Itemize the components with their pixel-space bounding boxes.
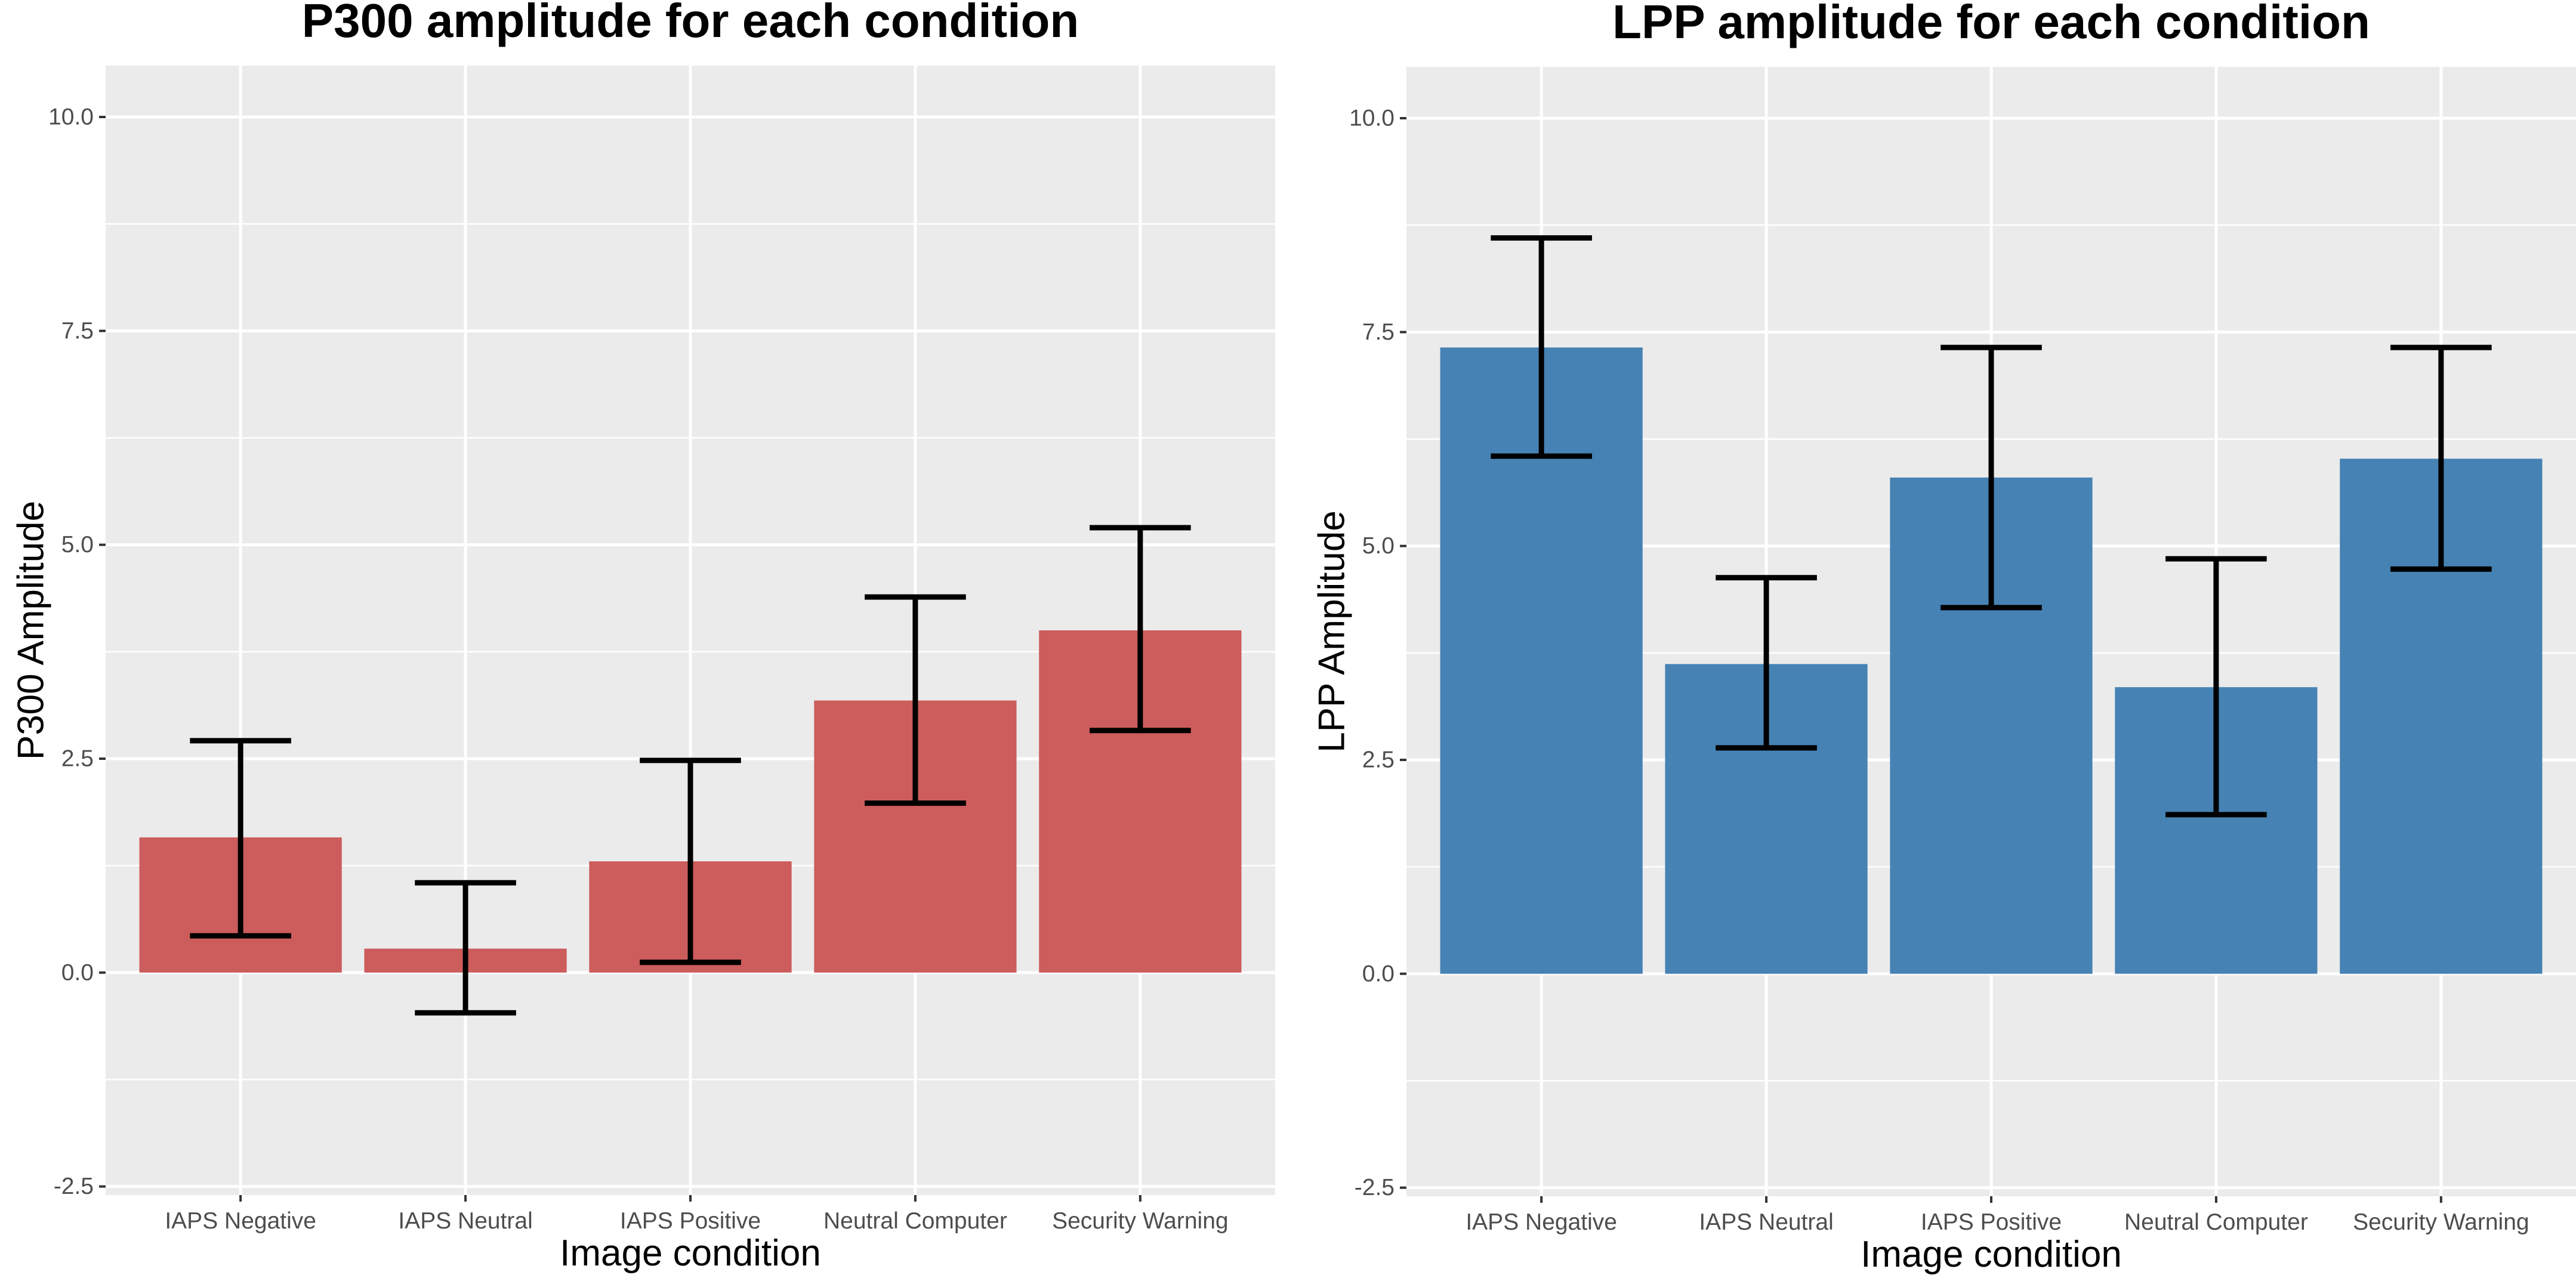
lpp-x-tick-label-security-warning: Security Warning: [2353, 1209, 2529, 1235]
p300-error-bar-iaps-negative: [190, 738, 291, 939]
p300-error-bar-neutral-computer: [865, 594, 966, 806]
lpp-y-tick-label: 5.0: [1362, 533, 1395, 559]
p300-error-bar-security-warning: [1090, 525, 1191, 734]
lpp-x-axis-title: Image condition: [1861, 1234, 2122, 1275]
p300-error-bar-iaps-positive: [640, 757, 741, 965]
p300-y-tick-label: 7.5: [61, 318, 94, 344]
lpp-y-tick-label: -2.5: [1355, 1175, 1395, 1200]
lpp-chart-title: LPP amplitude for each condition: [1612, 0, 2370, 48]
lpp-y-tick-label: 10.0: [1349, 106, 1395, 131]
lpp-x-tick-label-iaps-negative: IAPS Negative: [1466, 1209, 1617, 1235]
lpp-x-tick-label-iaps-neutral: IAPS Neutral: [1699, 1209, 1833, 1235]
p300-y-tick-label: -2.5: [54, 1174, 94, 1199]
lpp-y-tick-label: 7.5: [1362, 319, 1395, 345]
p300-x-tick-label-iaps-positive: IAPS Positive: [620, 1208, 761, 1234]
p300-chart-title: P300 amplitude for each condition: [302, 0, 1079, 47]
lpp-error-bar-iaps-neutral: [1716, 575, 1817, 751]
p300-x-tick-label-iaps-negative: IAPS Negative: [165, 1208, 316, 1234]
p300-x-axis-title: Image condition: [560, 1233, 821, 1274]
lpp-y-tick-label: 0.0: [1362, 961, 1395, 987]
p300-chart: -2.5 0.0 2.5 5.0 7.5 10.0 IAPS Negative IAPS Ne…: [11, 0, 1275, 1274]
p300-y-tick-label: 0.0: [61, 960, 94, 986]
p300-x-tick-label-security-warning: Security Warning: [1052, 1208, 1229, 1234]
lpp-chart: -2.5 0.0 2.5 5.0 7.5 10.0 IAPS Negative IAPS Ne…: [1312, 0, 2576, 1275]
lpp-error-bar-iaps-positive: [1941, 344, 2042, 611]
p300-error-bar-iaps-neutral: [415, 880, 516, 1016]
lpp-error-bar-iaps-negative: [1491, 235, 1592, 459]
p300-x-tick-label-neutral-computer: Neutral Computer: [823, 1208, 1007, 1234]
lpp-y-axis-title: LPP Amplitude: [1312, 510, 1353, 753]
lpp-y-tick-label: 2.5: [1362, 747, 1395, 773]
p300-y-tick-label: 5.0: [61, 532, 94, 558]
p300-y-axis-title: P300 Amplitude: [11, 501, 52, 760]
lpp-error-bar-security-warning: [2390, 344, 2492, 572]
lpp-x-tick-label-iaps-positive: IAPS Positive: [1921, 1209, 2062, 1235]
p300-y-tick-label: 2.5: [61, 746, 94, 772]
p300-x-tick-label-iaps-neutral: IAPS Neutral: [398, 1208, 532, 1234]
lpp-x-tick-label-neutral-computer: Neutral Computer: [2124, 1209, 2308, 1235]
p300-y-tick-label: 10.0: [48, 104, 94, 130]
lpp-error-bar-neutral-computer: [2165, 556, 2267, 818]
